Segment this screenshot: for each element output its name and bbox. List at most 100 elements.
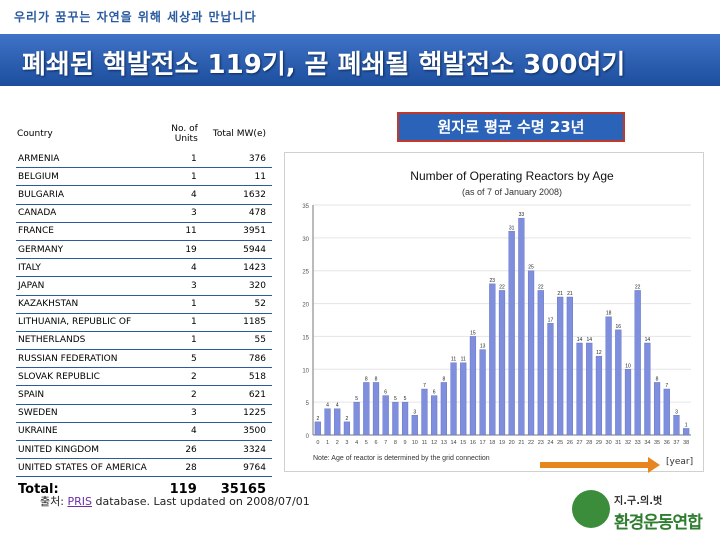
slogan: 우리가 꿈꾸는 자연을 위해 세상과 만납니다 [14, 10, 257, 24]
bar [547, 323, 554, 436]
table-row: FRANCE 11 3951 [16, 222, 272, 241]
x-tick-label: 30 [606, 440, 612, 446]
cell-units: 26 [148, 440, 199, 460]
cell-mwe: 55 [198, 331, 272, 351]
cell-mwe: 1423 [198, 258, 272, 278]
bar [489, 283, 496, 436]
page-title: 폐쇄된 핵발전소 119기, 곧 폐쇄될 핵발전소 300여기 [22, 50, 626, 80]
cell-units: 1 [148, 295, 199, 314]
data-label: 1 [685, 422, 688, 428]
data-label: 10 [625, 363, 631, 369]
table-row: RUSSIAN FEDERATION 5 786 [16, 349, 272, 369]
x-unit-label: [year] [666, 457, 694, 467]
table-row: UKRAINE 4 3500 [16, 422, 272, 442]
y-tick-label: 10 [302, 368, 309, 374]
table-row: NETHERLANDS 1 55 [16, 331, 272, 351]
bar [401, 401, 409, 436]
x-tick-label: 38 [683, 440, 689, 446]
data-label: 13 [480, 344, 486, 350]
table-row: SWEDEN 3 1225 [16, 404, 272, 423]
x-tick-label: 23 [538, 440, 544, 446]
x-tick-label: 12 [431, 440, 437, 446]
table-row: KAZAKHSTAN 1 52 [16, 295, 272, 314]
bar [498, 290, 506, 436]
header-units: No. of Units [171, 124, 198, 144]
x-tick-label: 29 [596, 440, 602, 446]
data-label: 8 [656, 376, 659, 382]
data-label: 17 [548, 317, 554, 323]
bar [586, 342, 593, 436]
x-tick-label: 5 [365, 440, 368, 446]
data-label: 12 [596, 350, 602, 356]
table-row: SPAIN 2 621 [16, 385, 272, 405]
bar [508, 231, 515, 436]
x-tick-label: 13 [441, 440, 447, 446]
cell-units: 4 [148, 422, 199, 442]
x-tick-label: 33 [635, 440, 641, 446]
table-row: JAPAN 3 320 [16, 276, 272, 296]
cell-country: ITALY [16, 258, 149, 278]
y-tick-label: 5 [306, 401, 310, 407]
y-tick-label: 20 [302, 303, 309, 309]
cell-units: 19 [148, 240, 199, 260]
x-tick-label: 17 [480, 440, 486, 446]
cell-mwe: 518 [198, 367, 272, 387]
table-row: CANADA 3 478 [16, 204, 272, 223]
chart-title: Number of Operating Reactors by Age [410, 169, 614, 183]
bar [450, 362, 457, 436]
data-label: 18 [606, 311, 612, 317]
bar [440, 382, 447, 436]
cell-mwe: 3500 [198, 422, 272, 442]
bar [314, 421, 321, 436]
cell-units: 1 [148, 150, 199, 169]
data-label: 22 [538, 284, 544, 290]
x-tick-label: 24 [547, 440, 553, 446]
data-label: 5 [355, 396, 358, 402]
x-tick-label: 32 [625, 440, 631, 446]
data-label: 11 [451, 357, 456, 363]
cell-mwe: 621 [198, 385, 272, 405]
data-label: 3 [413, 409, 416, 415]
table-row: ARMENIA 1 376 [16, 150, 272, 169]
pris-link[interactable]: PRIS [67, 495, 92, 508]
cell-mwe: 5944 [198, 240, 272, 260]
chart-subtitle: (as of 7 of January 2008) [462, 187, 562, 197]
chart-svg: Number of Operating Reactors by Age (as o… [302, 169, 691, 462]
x-tick-label: 10 [412, 440, 418, 446]
cell-country: SLOVAK REPUBLIC [16, 367, 149, 387]
data-label: 22 [499, 284, 505, 290]
bar [469, 336, 477, 436]
bar [576, 342, 583, 436]
data-label: 2 [316, 416, 319, 422]
x-tick-label: 9 [404, 440, 407, 446]
header-mwe: Total MW(e) [212, 129, 266, 139]
cell-units: 11 [148, 222, 199, 241]
x-tick-label: 8 [394, 440, 397, 446]
cell-mwe: 376 [198, 150, 272, 169]
source-rest: database. Last updated on 2008/07/01 [91, 495, 310, 508]
data-label: 23 [490, 278, 496, 284]
x-tick-label: 15 [460, 440, 466, 446]
data-label: 14 [586, 337, 592, 343]
cell-mwe: 52 [198, 295, 272, 314]
table-row: GERMANY 19 5944 [16, 240, 272, 260]
data-label: 14 [577, 337, 583, 343]
x-tick-label: 2 [336, 440, 339, 446]
x-tick-label: 1 [326, 440, 329, 446]
bar [634, 290, 641, 436]
bar [566, 296, 573, 436]
data-label: 21 [567, 291, 573, 297]
x-tick-label: 28 [586, 440, 592, 446]
cell-units: 5 [148, 349, 199, 369]
x-tick-label: 16 [470, 440, 476, 446]
cell-country: GERMANY [16, 240, 149, 260]
x-tick-label: 22 [528, 440, 534, 446]
bar [615, 329, 622, 436]
cell-country: UNITED KINGDOM [16, 440, 149, 460]
cell-units: 4 [148, 185, 199, 205]
data-label: 3 [675, 409, 678, 415]
year-arrow-head-icon [648, 457, 660, 473]
x-tick-label: 21 [518, 440, 524, 446]
x-tick-label: 11 [422, 440, 428, 446]
y-tick-label: 35 [302, 204, 309, 210]
